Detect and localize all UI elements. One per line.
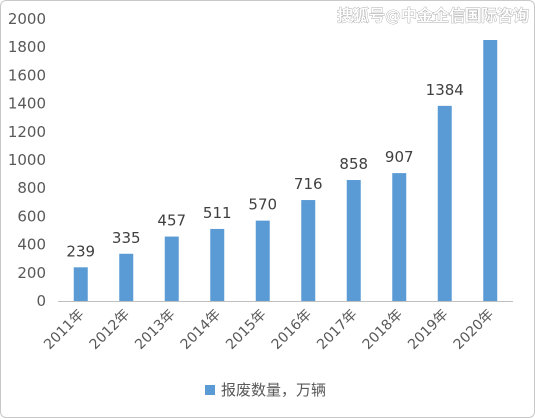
bar	[483, 40, 498, 301]
y-tick-label: 1000	[8, 151, 46, 169]
x-tick-label: 2012年	[87, 307, 133, 353]
y-tick-label: 200	[17, 264, 46, 282]
bar-series	[73, 40, 498, 301]
bar	[255, 220, 270, 301]
data-label: 457	[157, 212, 186, 230]
legend-label: 报废数量，万辆	[221, 381, 326, 399]
bar	[346, 180, 361, 301]
x-tick-label: 2018年	[360, 307, 406, 353]
data-label: 858	[339, 155, 368, 173]
y-tick-label: 1800	[8, 38, 46, 56]
x-tick-label: 2019年	[405, 307, 451, 353]
data-label: 511	[203, 204, 232, 222]
bar	[73, 267, 88, 301]
bar	[437, 105, 452, 301]
data-label: 1384	[426, 81, 464, 99]
x-tick-label: 2015年	[223, 307, 269, 353]
y-tick-label: 2000	[8, 10, 46, 28]
data-labels: 239 335 457 511 570 716 858 907 1384	[66, 81, 463, 260]
legend-swatch	[205, 385, 215, 395]
data-label: 570	[248, 196, 277, 214]
y-axis: 0 200 400 600 800 1000 1200 1400 1600 1800 2000	[8, 10, 46, 310]
bar	[164, 236, 179, 301]
data-label: 335	[112, 229, 141, 247]
y-tick-label: 1600	[8, 66, 46, 84]
x-tick-label: 2013年	[132, 307, 178, 353]
y-tick-label: 400	[17, 236, 46, 254]
y-tick-label: 0	[36, 292, 46, 310]
x-tick-label: 2020年	[451, 307, 497, 353]
y-tick-label: 1200	[8, 123, 46, 141]
data-label: 239	[66, 242, 95, 260]
bar	[301, 200, 316, 301]
x-axis: 2011年 2012年 2013年 2014年 2015年 2016年 2017年 2018年…	[41, 307, 497, 353]
data-label: 716	[294, 175, 323, 193]
x-tick-label: 2011年	[41, 307, 87, 353]
data-label: 907	[385, 148, 414, 166]
legend: 报废数量，万辆	[205, 381, 326, 399]
x-tick-label: 2017年	[314, 307, 360, 353]
watermark-text: 搜狐号@中金企信国际咨询	[337, 6, 529, 25]
bar	[210, 228, 225, 301]
y-tick-label: 800	[17, 179, 46, 197]
bar	[119, 253, 134, 301]
bar	[392, 173, 407, 301]
y-tick-label: 1400	[8, 95, 46, 113]
y-tick-label: 600	[17, 207, 46, 225]
x-tick-label: 2014年	[178, 307, 224, 353]
x-tick-label: 2016年	[269, 307, 315, 353]
